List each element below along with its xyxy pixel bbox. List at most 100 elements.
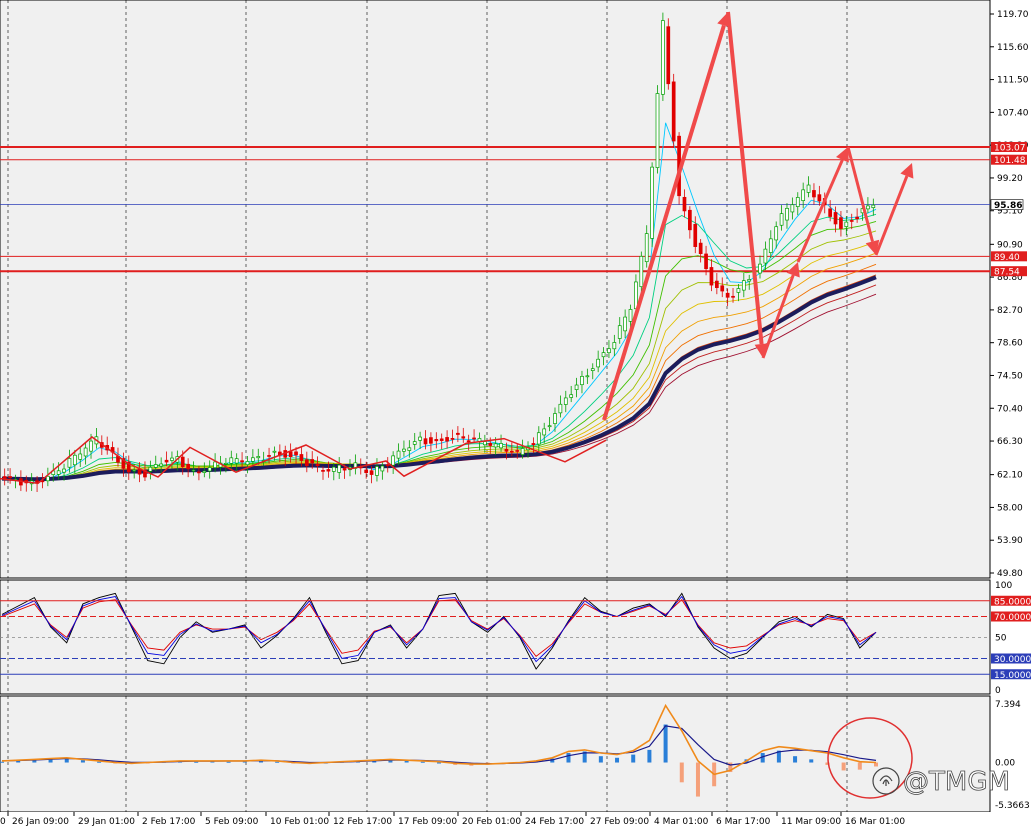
candle-body bbox=[450, 438, 455, 440]
trend-arrow-head bbox=[865, 239, 880, 255]
histogram-bar bbox=[825, 762, 830, 765]
candle-body bbox=[434, 439, 439, 442]
trend-arrow-shaft bbox=[874, 175, 909, 256]
oscillator-level-tag bbox=[991, 653, 1031, 664]
histogram-bar bbox=[97, 761, 102, 763]
ribbon-line bbox=[1, 213, 877, 482]
vertical-gridlines bbox=[7, 0, 848, 812]
histogram-bar bbox=[874, 762, 878, 767]
histogram-bar bbox=[437, 762, 441, 764]
candle-body bbox=[855, 216, 859, 220]
histogram-bar bbox=[0, 761, 4, 763]
candle-body bbox=[191, 469, 196, 472]
candle-body bbox=[310, 459, 315, 464]
candle-body bbox=[315, 464, 320, 467]
histogram-bar bbox=[194, 761, 199, 763]
oscillator-level-tag bbox=[991, 611, 1031, 622]
candle-body bbox=[164, 459, 169, 463]
histogram-bar bbox=[841, 762, 846, 771]
level-label: 87.54 bbox=[994, 268, 1020, 278]
price-tick-label: 53.90 bbox=[997, 536, 1023, 546]
candle-body bbox=[234, 458, 239, 464]
histogram-bar bbox=[16, 760, 21, 763]
oscillator-tick-label: 50 bbox=[995, 634, 1007, 644]
price-tick-label: 111.50 bbox=[997, 76, 1029, 86]
candle-body bbox=[871, 204, 876, 208]
candle-body bbox=[499, 443, 503, 449]
candle-body bbox=[391, 455, 395, 466]
candle-body bbox=[62, 468, 66, 473]
price-panel[interactable] bbox=[0, 0, 991, 579]
candle-body bbox=[601, 352, 606, 358]
candle-body bbox=[795, 197, 800, 207]
trend-arrow-shaft bbox=[796, 159, 844, 263]
candle-body bbox=[547, 425, 552, 428]
candle-body bbox=[509, 450, 514, 453]
price-tick-label: 62.10 bbox=[997, 471, 1023, 481]
candle-body bbox=[682, 196, 687, 212]
oscillator-series bbox=[1, 595, 877, 663]
candle-body bbox=[558, 403, 563, 414]
candle-body bbox=[429, 437, 433, 444]
candle-body bbox=[385, 464, 390, 467]
candle-body bbox=[688, 209, 692, 231]
candle-body bbox=[580, 375, 584, 386]
candle-body bbox=[590, 368, 595, 371]
oscillator-level-tag bbox=[991, 669, 1031, 680]
histogram-tick-label: 0.00 bbox=[995, 759, 1015, 769]
price-tick-label: 66.30 bbox=[997, 437, 1023, 447]
histogram-bar bbox=[388, 759, 393, 763]
histogram-bar bbox=[550, 758, 555, 763]
candle-body bbox=[267, 455, 271, 457]
histogram-bar bbox=[64, 757, 69, 763]
level-label: 103.07 bbox=[994, 143, 1026, 153]
histogram-bar bbox=[258, 760, 263, 763]
candle-body bbox=[866, 205, 870, 210]
oscillator-panel[interactable] bbox=[0, 579, 991, 695]
oscillator-level-label: 15.0000 bbox=[994, 671, 1031, 681]
level-label: 89.40 bbox=[994, 253, 1020, 263]
candle-body bbox=[623, 316, 627, 332]
candle-body bbox=[251, 457, 255, 462]
candle-body bbox=[488, 443, 493, 446]
price-tick-label: 90.90 bbox=[997, 240, 1023, 250]
histogram-bar bbox=[598, 756, 603, 763]
oscillator-level-label: 85.0000 bbox=[994, 597, 1031, 607]
histogram-panel[interactable] bbox=[0, 695, 991, 813]
candle-body bbox=[515, 450, 520, 452]
price-tick-label: 95.10 bbox=[997, 207, 1023, 217]
candle-body bbox=[612, 342, 617, 350]
candle-body bbox=[536, 432, 541, 445]
candle-body bbox=[375, 466, 379, 476]
time-tick-label: 6 Mar 17:00 bbox=[716, 817, 771, 827]
candle-body bbox=[83, 447, 88, 457]
histogram-bar bbox=[615, 757, 620, 763]
price-levels: 103.07 101.48 89.40 87.54 95.86 bbox=[0, 141, 1027, 278]
ribbon-line bbox=[1, 230, 877, 481]
candle-body bbox=[256, 456, 261, 459]
candle-body bbox=[763, 248, 768, 264]
histogram-bar bbox=[420, 761, 425, 763]
candle-body bbox=[607, 348, 611, 354]
histogram-bar bbox=[793, 756, 798, 763]
candle-body bbox=[369, 470, 374, 475]
candle-body bbox=[153, 464, 158, 468]
candle-body bbox=[693, 224, 698, 247]
candle-body bbox=[331, 466, 336, 472]
candle-body bbox=[839, 217, 843, 229]
price-axis: 119.70115.60111.50107.40103.3099.2095.10… bbox=[990, 10, 1029, 579]
time-tick-label: 11 Mar 09:00 bbox=[781, 817, 841, 827]
candle-body bbox=[326, 469, 331, 472]
candle-body bbox=[785, 208, 789, 221]
candle-body bbox=[709, 267, 714, 286]
histogram-bar bbox=[776, 750, 781, 763]
candle-body bbox=[439, 438, 444, 441]
fingerprint-icon-lines bbox=[879, 775, 893, 786]
candle-body bbox=[644, 233, 649, 263]
histogram-bar bbox=[631, 754, 636, 763]
time-tick-label: 5 Feb 09:00 bbox=[205, 817, 259, 827]
candle-body bbox=[456, 432, 460, 435]
candle-body bbox=[725, 292, 730, 298]
candle-body bbox=[628, 309, 633, 322]
